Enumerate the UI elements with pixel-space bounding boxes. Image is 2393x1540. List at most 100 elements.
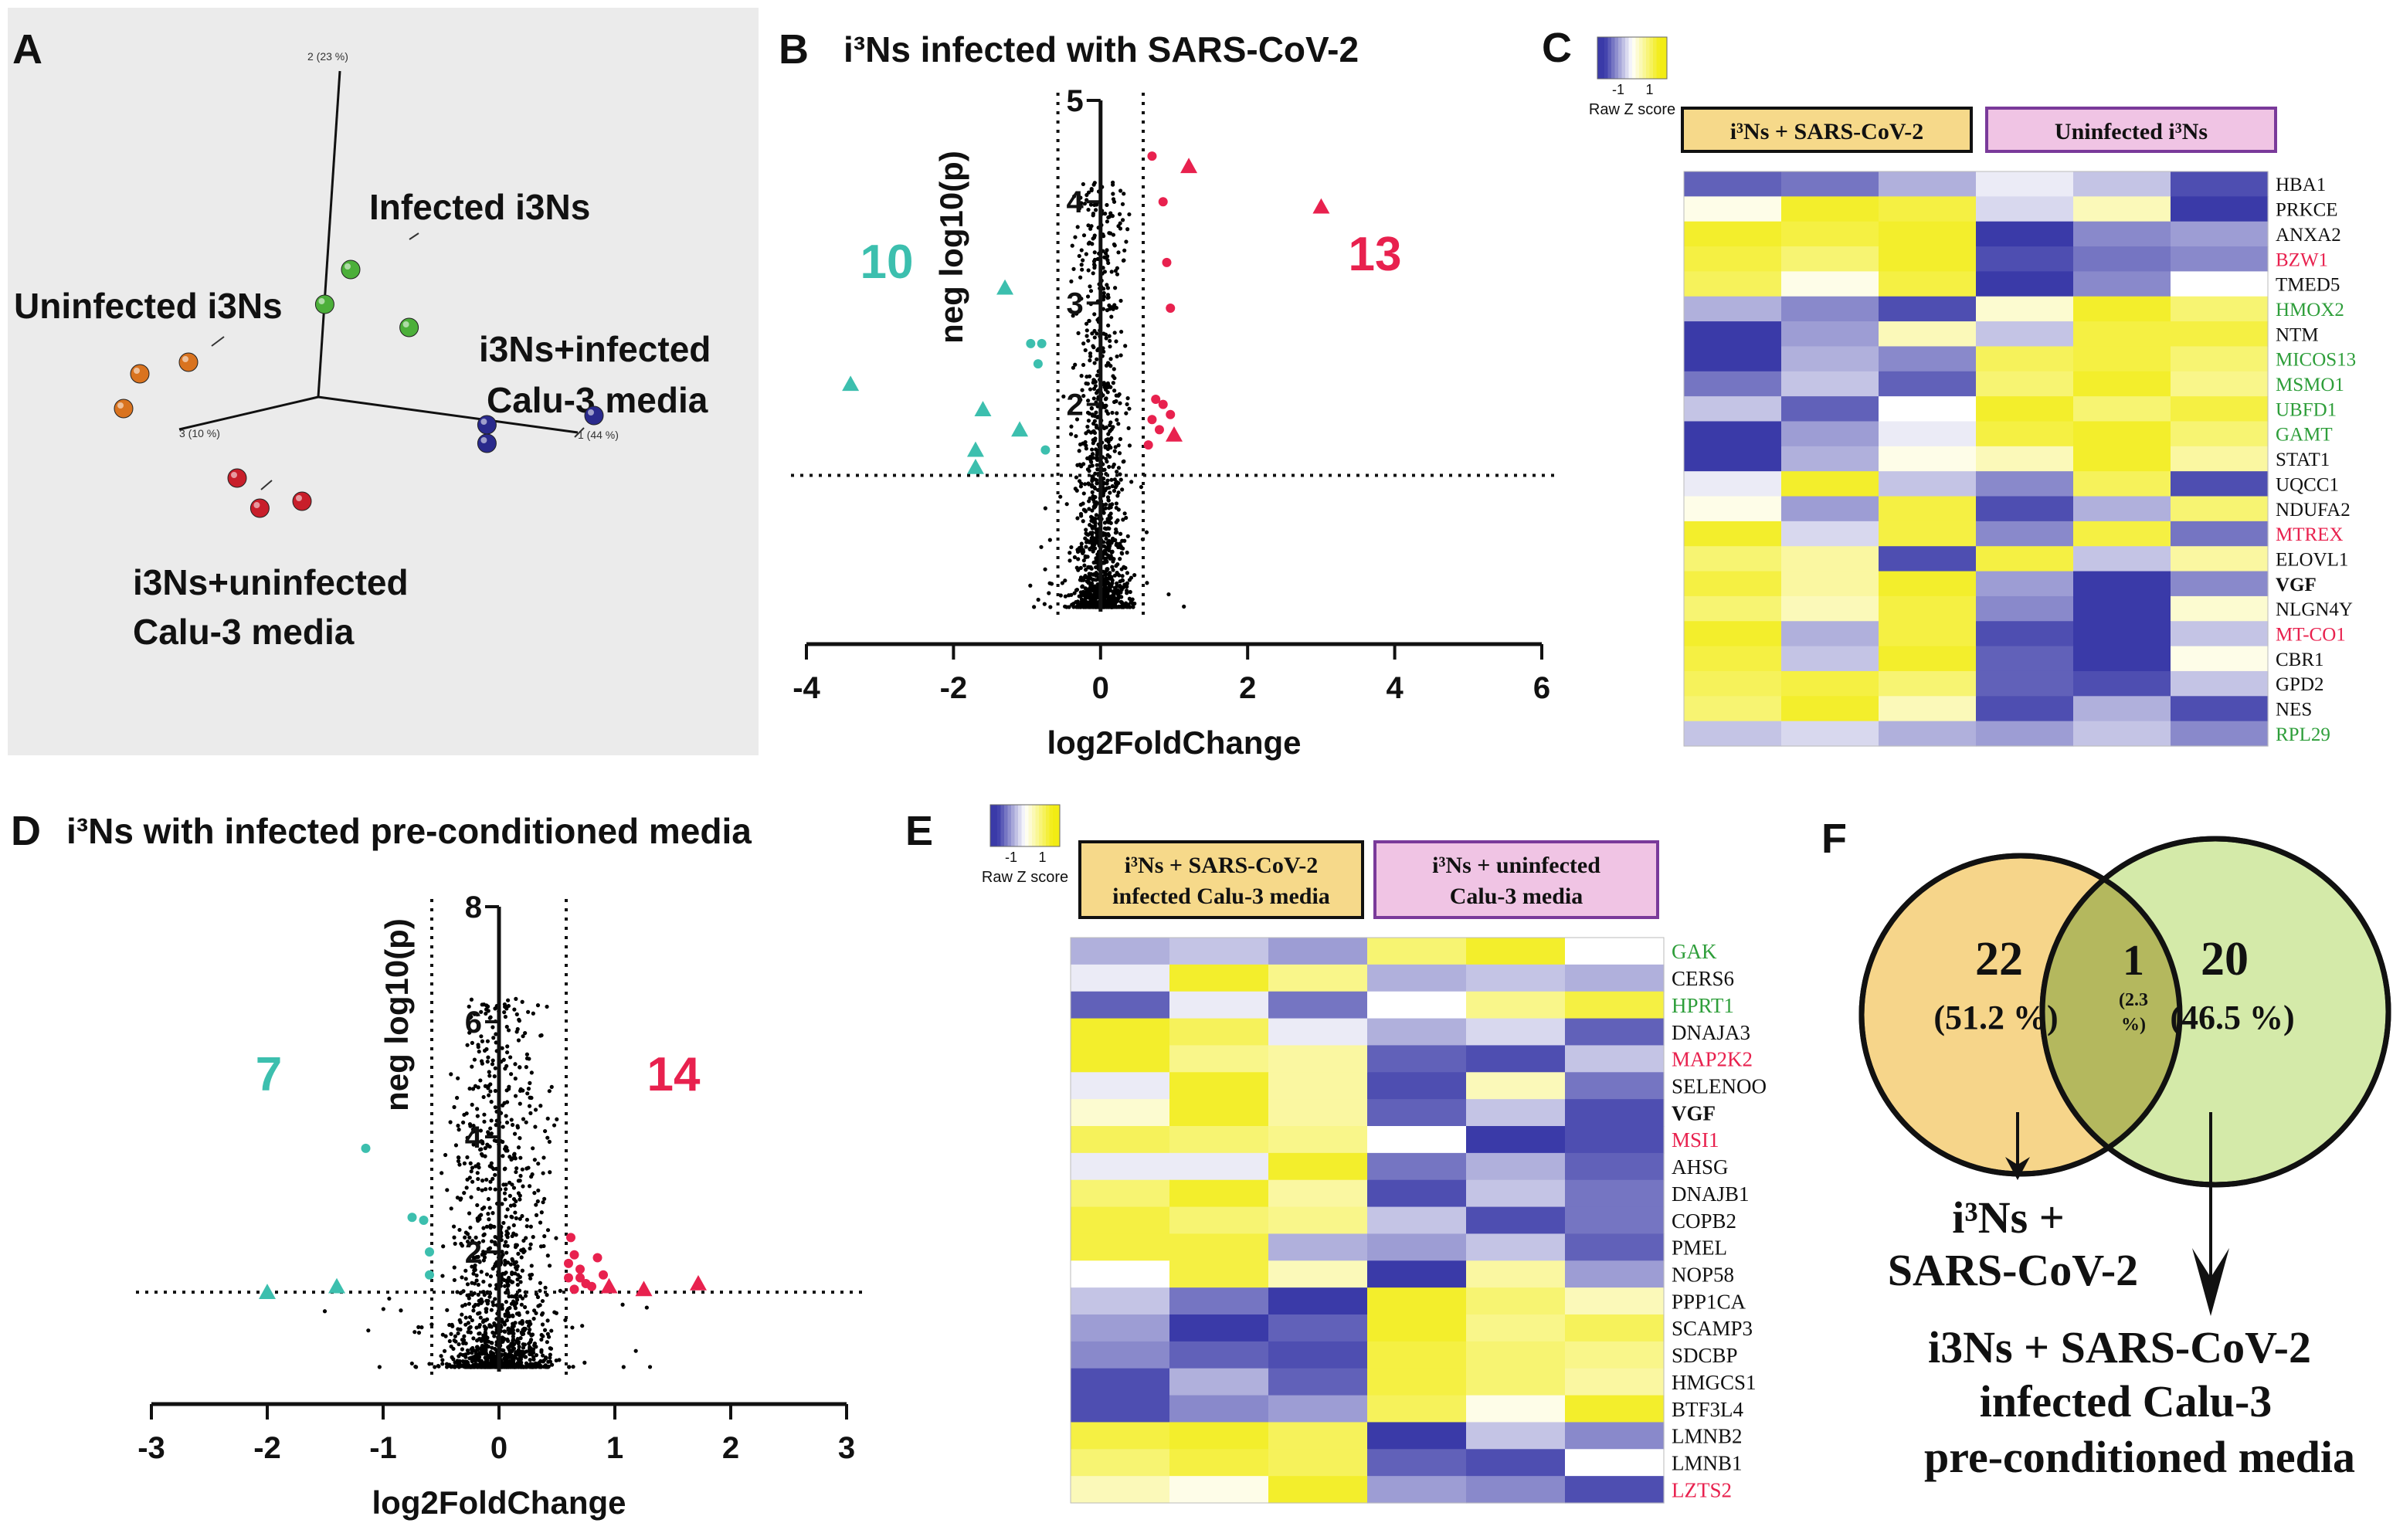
background-point (460, 1275, 464, 1280)
background-point (528, 1273, 532, 1277)
background-point (528, 1246, 532, 1251)
legend-label: Raw Z score (982, 869, 1068, 886)
heatmap-cell (1466, 1341, 1566, 1369)
heatmap-e: -1 1 Raw Z score i³Ns + SARS-CoV-2 infected … (982, 804, 1767, 1504)
background-point (1074, 417, 1080, 422)
heatmap-cell (1169, 1179, 1269, 1208)
background-point (1069, 279, 1074, 283)
heatmap-cell (1268, 938, 1368, 965)
background-point (479, 1365, 484, 1369)
background-point (1125, 571, 1130, 575)
background-point (457, 1227, 462, 1233)
background-point (504, 1148, 508, 1153)
gene-label: NLGN4Y (2276, 599, 2353, 620)
background-point (501, 1124, 505, 1129)
background-point (1112, 488, 1117, 494)
venn-right-outline (2039, 836, 2391, 1188)
background-point (1088, 586, 1092, 591)
background-point (1078, 565, 1083, 570)
background-point (1073, 362, 1078, 367)
heatmap-cell (2171, 521, 2269, 547)
heatmap-cell (1781, 296, 1879, 322)
down-regulated-point (361, 1143, 371, 1153)
background-point (1092, 312, 1097, 317)
heatmap-cell (1976, 196, 2074, 222)
pca-points (114, 259, 604, 518)
down-regulated-point (407, 1213, 417, 1223)
background-point (1084, 252, 1088, 256)
background-point (474, 1345, 480, 1349)
background-point (518, 1136, 522, 1141)
background-point (1075, 549, 1081, 555)
background-point (541, 1359, 546, 1363)
background-point (1081, 233, 1087, 238)
background-point (484, 1348, 488, 1354)
heatmap-cell (1466, 1260, 1566, 1288)
background-point (504, 1300, 508, 1304)
background-point (465, 1232, 470, 1236)
background-point (1081, 507, 1086, 512)
background-point (1068, 551, 1072, 555)
background-point (501, 1139, 505, 1145)
down-regulated-point (1037, 338, 1047, 348)
background-point (515, 1277, 520, 1282)
background-point (1093, 560, 1098, 565)
background-point (1102, 521, 1108, 525)
heatmap-cell (1781, 496, 1879, 522)
background-point (493, 1172, 497, 1177)
panel-a: A 2 (23 %) 3 (10 %) 1 (44 %) Infected i3… (8, 8, 759, 755)
background-point (521, 1088, 525, 1093)
background-point (1104, 336, 1108, 341)
legend-swatch (997, 805, 1001, 846)
background-point (504, 1355, 510, 1360)
background-point (1090, 412, 1095, 417)
heatmap-cell (1466, 1045, 1566, 1073)
background-point (441, 1244, 446, 1249)
x-tick-label: -1 (369, 1431, 397, 1465)
heatmap-cell (2171, 446, 2269, 472)
background-point (1115, 418, 1119, 422)
heatmap-cell (1565, 1045, 1665, 1073)
background-point (531, 1235, 535, 1240)
y-axis-label: neg log10(p) (933, 151, 969, 344)
background-point (1105, 286, 1111, 290)
background-point (1122, 248, 1127, 253)
background-point (1111, 182, 1115, 187)
x-axis-label: log2FoldChange (1047, 724, 1302, 761)
background-point (533, 1108, 538, 1112)
background-point (1093, 572, 1098, 577)
background-point (506, 1283, 511, 1287)
background-point (1125, 581, 1129, 585)
background-point (1084, 568, 1088, 572)
legend-swatch (1039, 805, 1043, 846)
background-point (452, 1265, 457, 1270)
background-point (322, 1309, 328, 1314)
heatmap-cell (1976, 396, 2074, 422)
heatmap-cell (1169, 1476, 1269, 1504)
heatmap-cell (2073, 646, 2171, 672)
background-point (545, 1004, 549, 1009)
heatmap-cell (1976, 346, 2074, 372)
heatmap-cell (1781, 621, 1879, 647)
legend-swatch (1018, 805, 1022, 846)
pca-point-highlight (134, 368, 140, 374)
down-regulated-triangle (842, 375, 860, 392)
background-point (1088, 603, 1093, 609)
background-point (484, 1224, 490, 1229)
legend-swatch (1021, 805, 1026, 846)
heatmap-cell (2171, 246, 2269, 272)
background-point (476, 1176, 480, 1182)
background-point (518, 1216, 522, 1221)
volcano-b: -4 -2 0 2 4 6 2 3 4 5 log2FoldChange neg log10(p) 10… (791, 84, 1557, 761)
background-point (571, 1365, 575, 1369)
heatmap-cell (1466, 1233, 1566, 1261)
up-regulated-point (592, 1253, 602, 1263)
background-point (476, 1186, 480, 1191)
background-point (1132, 573, 1137, 578)
background-point (492, 1074, 497, 1079)
heatmap-cell (1367, 1018, 1467, 1046)
background-point (1109, 575, 1114, 579)
background-point (1084, 603, 1089, 608)
down-count: 10 (860, 236, 914, 289)
background-point (527, 1331, 531, 1335)
